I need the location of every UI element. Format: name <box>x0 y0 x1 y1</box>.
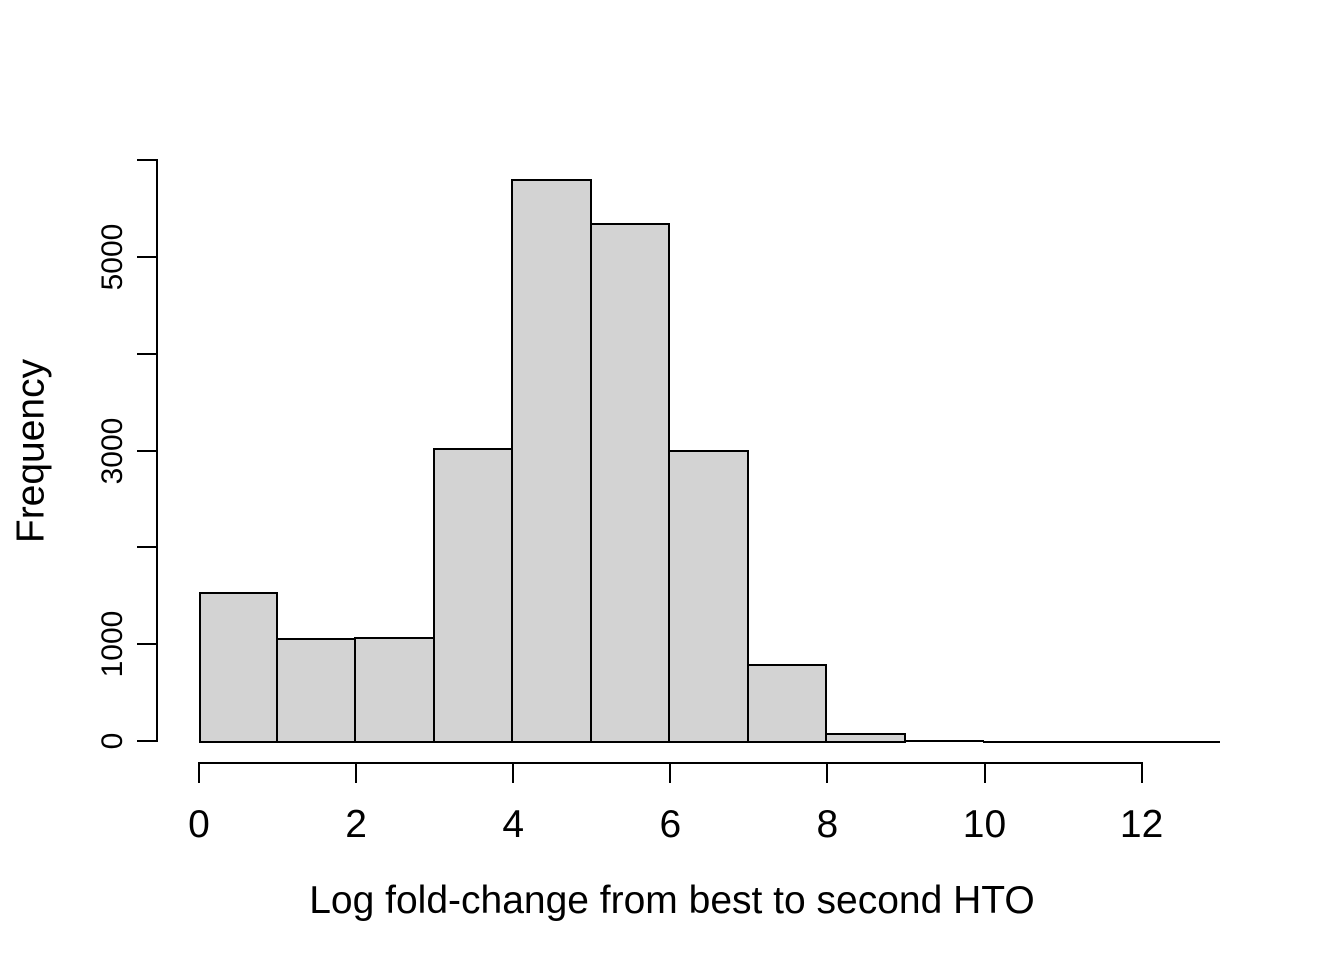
histogram-bar <box>354 637 435 743</box>
histogram-bar <box>1139 740 1221 743</box>
x-tick <box>1140 763 1143 783</box>
x-tick-label: 12 <box>1119 803 1164 846</box>
x-axis-title: Log fold-change from best to second HTO <box>309 879 1035 922</box>
x-tick-label: 10 <box>962 803 1007 846</box>
histogram-bar <box>432 447 514 743</box>
histogram-bar <box>589 222 671 743</box>
y-tick-label: 5000 <box>96 223 129 291</box>
y-tick <box>137 352 157 355</box>
x-tick-label: 0 <box>188 803 210 846</box>
y-tick-label: 3000 <box>96 417 129 484</box>
histogram-bar <box>982 740 1064 743</box>
y-tick-label: 1000 <box>96 610 129 678</box>
y-tick <box>137 643 157 646</box>
y-tick-label: 0 <box>96 732 129 750</box>
histogram-bar <box>275 638 357 743</box>
histogram-bar <box>903 739 985 742</box>
histogram-bar <box>199 591 278 743</box>
x-tick <box>355 763 358 783</box>
y-tick <box>137 740 157 742</box>
histogram-bar <box>511 179 592 743</box>
x-tick <box>198 763 200 783</box>
x-tick <box>983 763 986 783</box>
y-tick <box>137 546 157 549</box>
y-tick <box>137 449 157 452</box>
x-tick <box>826 763 829 783</box>
histogram-bar <box>825 733 906 743</box>
x-tick-label: 6 <box>659 803 682 846</box>
y-axis-line <box>156 159 158 742</box>
x-tick-label: 4 <box>502 803 525 846</box>
histogram-bar <box>1061 740 1142 743</box>
x-tick <box>512 763 515 783</box>
histogram-bar <box>746 663 828 743</box>
x-tick-label: 2 <box>345 803 367 846</box>
x-tick <box>669 763 672 783</box>
y-axis-title: Frequency <box>9 358 53 544</box>
y-tick <box>137 159 157 162</box>
histogram-bar <box>668 449 749 743</box>
x-tick-label: 8 <box>816 803 839 846</box>
y-tick <box>137 255 157 258</box>
